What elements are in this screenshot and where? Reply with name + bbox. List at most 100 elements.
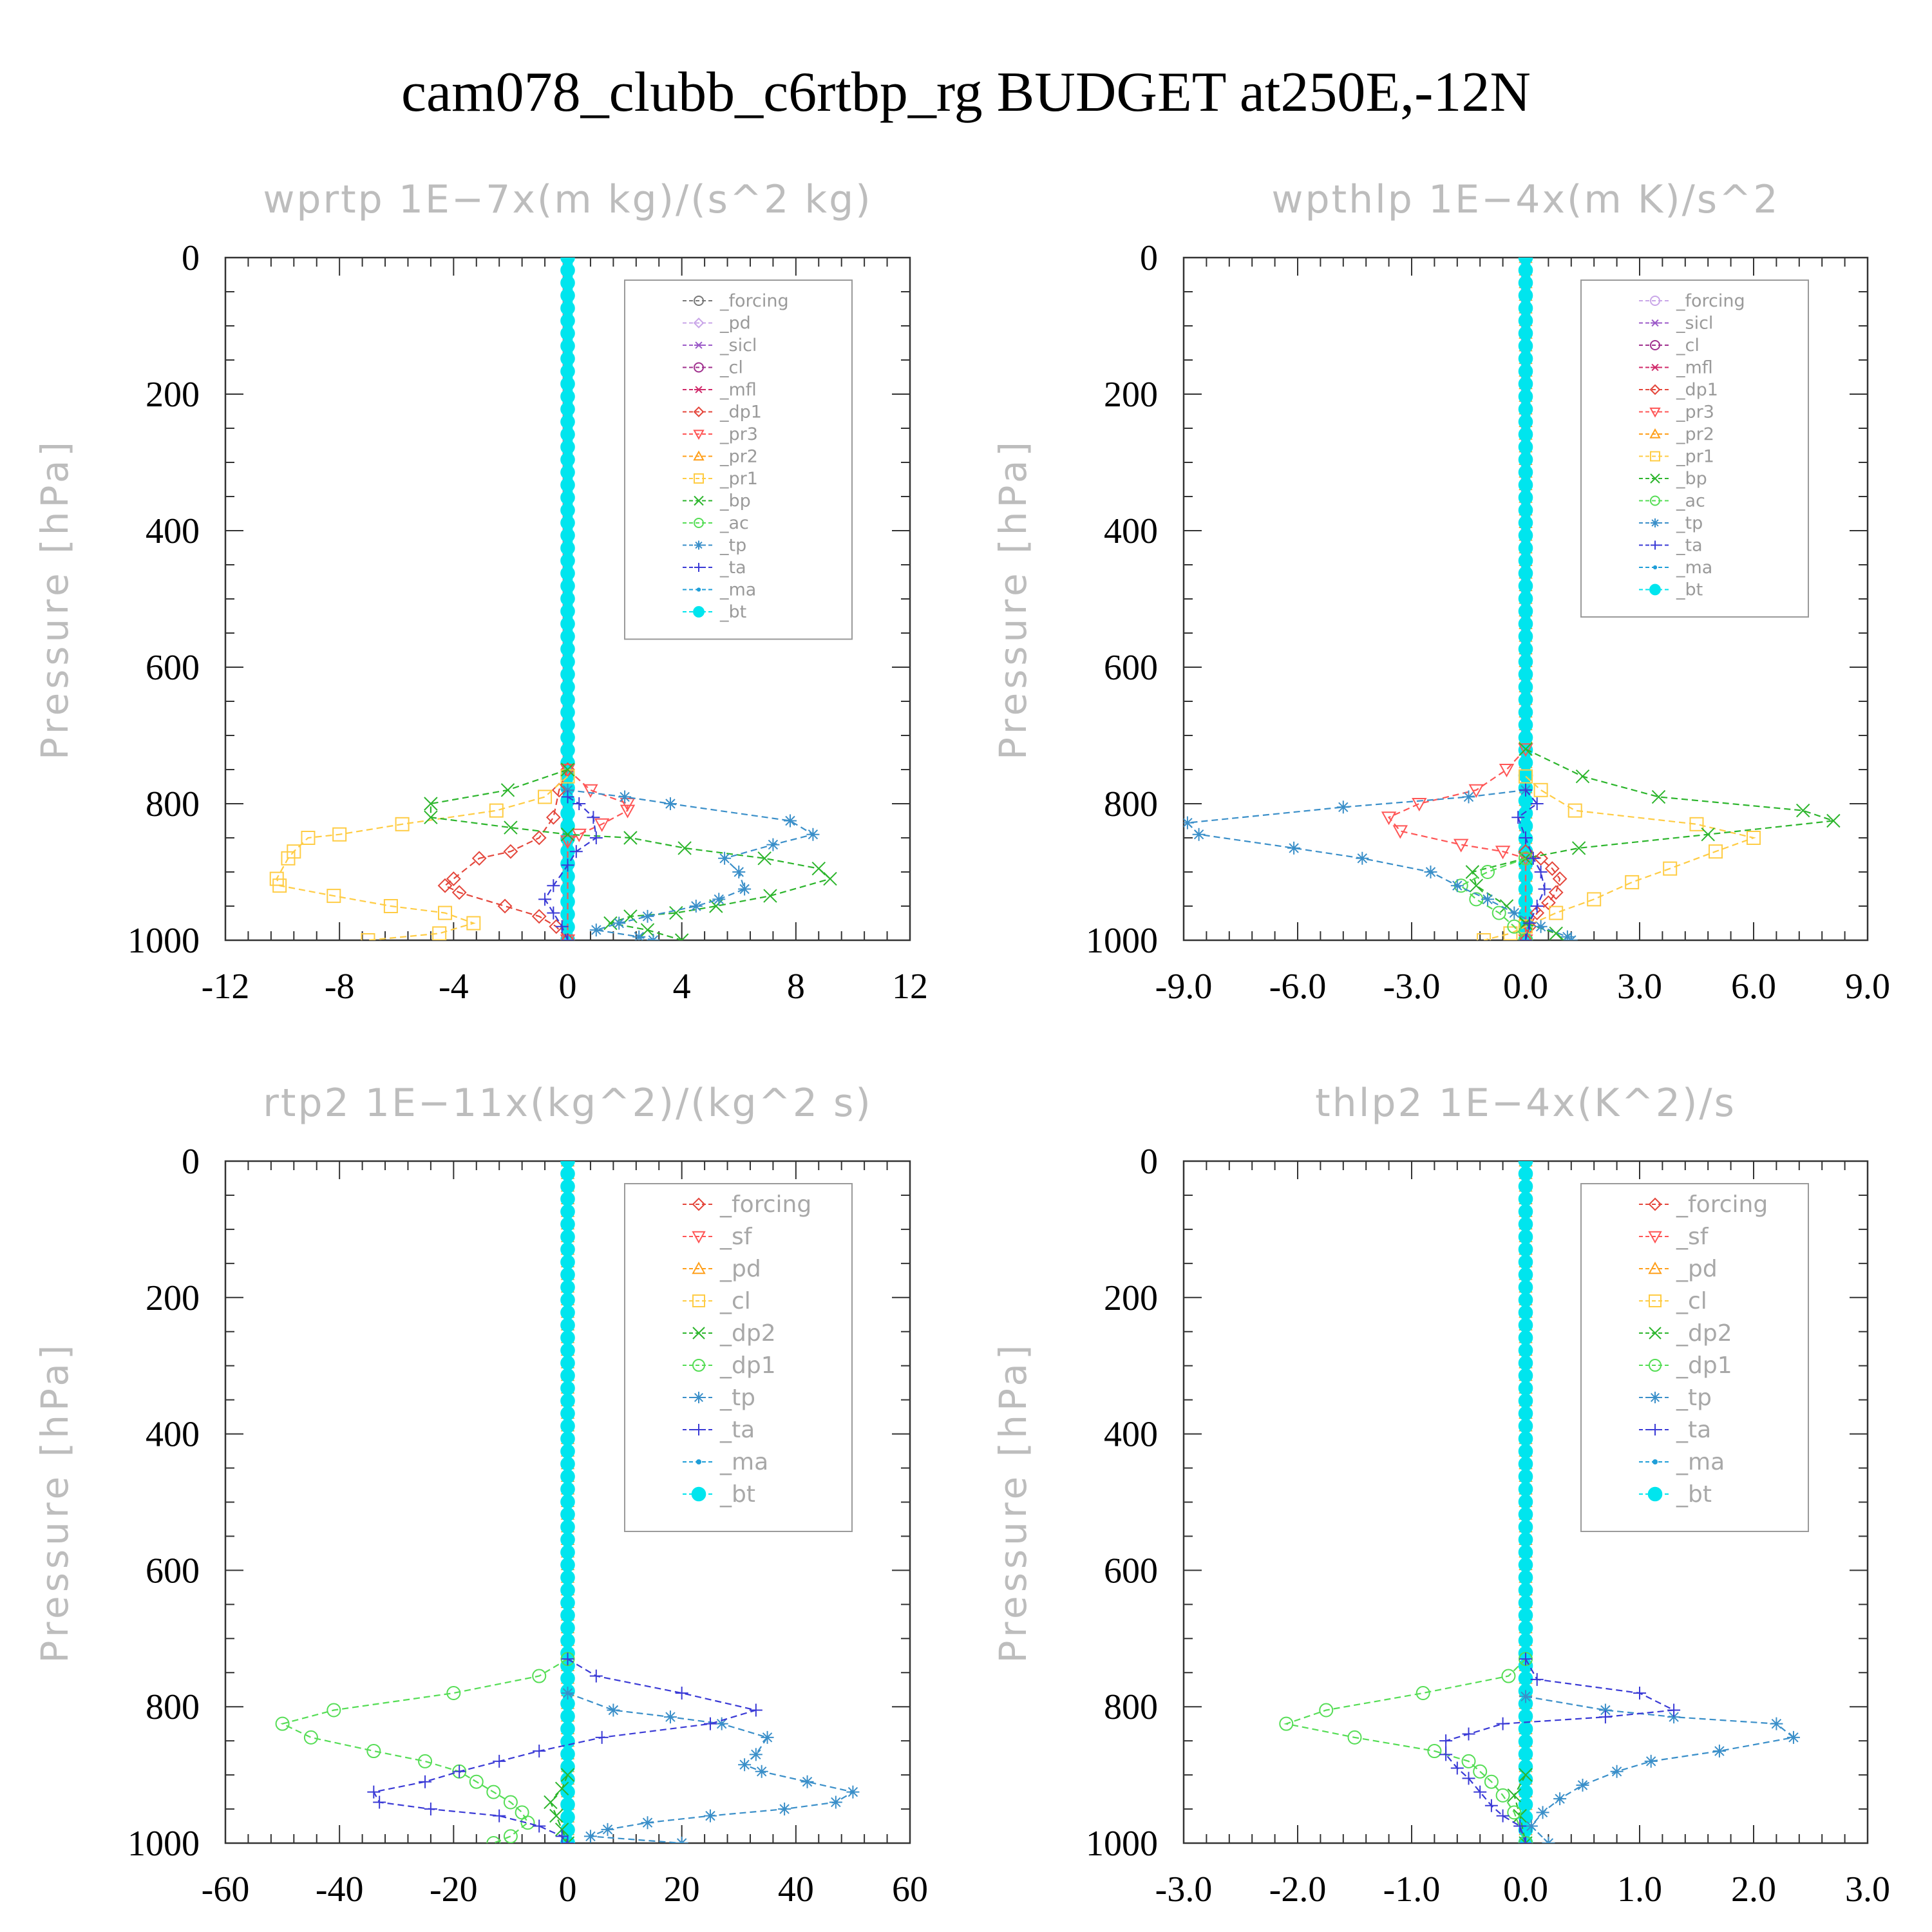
zero-marker-bt [1518,1633,1533,1648]
data-point-ta [533,1745,546,1758]
zero-marker-bt [560,477,575,493]
data-point-pr1 [383,899,398,913]
zero-marker-bt [1518,1709,1533,1724]
legend-swatch-marker [693,1424,705,1435]
y-tick-label: 800 [1104,1687,1158,1727]
zero-marker-bt [1518,603,1533,619]
data-point-pr3 [620,798,636,812]
panel-title: wprtp 1E−7x(m kg)/(s^2 kg) [263,177,872,222]
legend-entry-sicl: _sicl [1676,314,1713,334]
legend-entry-ma: _ma [1676,558,1712,578]
legend-entry-bp: _bp [719,491,751,511]
data-point-tp [1536,1806,1549,1819]
data-point-tp [703,1809,717,1823]
data-point-tp [1356,851,1369,865]
y-tick-label: 200 [1104,1278,1158,1318]
data-point-tp [1534,920,1548,933]
legend-entry-forcing: _forcing [719,1191,811,1218]
zero-marker-bt [560,1381,575,1396]
zero-marker-bt [560,565,575,581]
data-point-tp [712,893,726,906]
data-point-bp [1469,878,1484,893]
zero-marker-bt [560,288,575,303]
legend-swatch-marker [694,495,704,506]
data-point-ta [1450,1761,1464,1775]
data-point-pr3 [1392,825,1408,839]
legend-entry-pr2: _pr2 [1676,424,1714,444]
y-tick-label: 800 [1104,784,1158,824]
zero-marker-bt [560,1267,575,1282]
zero-marker-bt [1518,528,1533,543]
zero-marker-bt [560,301,575,316]
data-point-tp [1524,1819,1538,1833]
y-axis-label: Pressure [hPa] [991,1341,1035,1663]
legend-swatch-marker [696,1459,702,1465]
zero-marker-bt [560,1620,575,1636]
zero-marker-bt [1518,553,1533,568]
data-point-ac [1492,905,1506,920]
legend-swatch-marker [694,518,704,528]
zero-marker-bt [1518,1204,1533,1219]
x-tick-label: 8 [787,967,805,1007]
data-point-ta [1633,1687,1646,1700]
zero-marker-bt [1518,1406,1533,1421]
legend-swatch-marker [1650,495,1660,506]
data-point-ta [561,858,574,872]
zero-marker-bt [560,603,575,619]
zero-marker-bt [560,1444,575,1459]
zero-marker-bt [1518,1267,1533,1282]
zero-marker-bt [560,692,575,707]
zero-marker-bt [1518,1444,1533,1459]
data-point-tp [846,1785,860,1799]
y-tick-label: 400 [146,511,200,551]
data-point-ta [1519,1653,1532,1666]
data-point-ta [595,1730,609,1744]
zero-marker-bt [1518,1431,1533,1446]
legend-swatch-marker [694,563,703,572]
data-point-ta [1526,851,1540,865]
legend-entry-mfl: _mfl [1676,358,1713,378]
plot-area [1279,1161,1800,1843]
legend-swatch-marker [692,1294,705,1307]
data-point-pr3 [594,818,610,832]
data-point-ta [547,879,560,893]
zero-marker-bt [1518,338,1533,354]
data-point-dp1 [1507,1805,1522,1820]
x-tick-label: 12 [892,967,928,1007]
zero-marker-bt [1518,1255,1533,1270]
series-line-ac [1459,857,1526,940]
y-tick-label: 400 [1104,511,1158,551]
zero-marker-bt [560,667,575,682]
legend-entry-mfl: _mfl [719,380,757,400]
zero-marker-bt [1518,452,1533,468]
data-point-pr1 [432,926,447,940]
series-line-pr3 [567,769,629,940]
legend-entry-cl: _cl [1676,336,1700,355]
zero-marker-bt [1518,667,1533,682]
data-point-ta [547,906,560,920]
data-point-ta [1530,900,1544,913]
zero-marker-bt [1518,502,1533,518]
data-point-dp1 [1473,1764,1488,1779]
legend-entry-pr2: _pr2 [719,447,758,467]
data-point-ta [1598,1710,1612,1724]
zero-marker-bt [1518,288,1533,303]
data-point-pr1 [1549,905,1564,920]
data-point-ta [1439,1734,1453,1748]
zero-marker-bt [560,414,575,430]
data-point-ta [1519,1837,1532,1843]
legend-swatch-marker [694,540,703,550]
series-line-pr1 [276,775,569,940]
zero-marker-bt [1518,376,1533,392]
y-tick-label: 600 [146,648,200,688]
y-tick-label: 1000 [1086,1824,1158,1864]
data-point-bp [1826,813,1841,828]
data-point-pr3 [1499,764,1515,778]
data-point-dp1 [1279,1716,1294,1731]
legend-swatch-marker [1648,1197,1662,1211]
data-point-ta [1496,1717,1510,1730]
x-tick-label: 0.0 [1503,967,1548,1007]
legend-entry-cl: _cl [719,358,743,378]
legend-swatch-marker [694,473,704,484]
